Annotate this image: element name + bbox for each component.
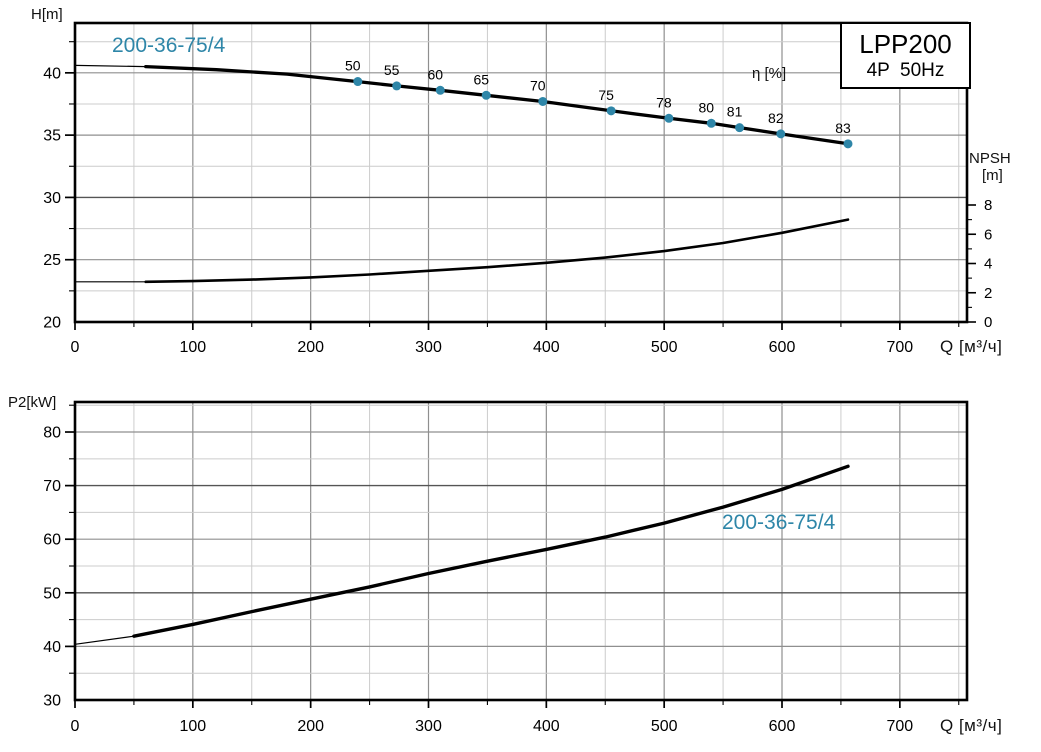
svg-text:6: 6 [984,226,992,243]
efficiency-dot [776,129,786,139]
svg-text:70: 70 [530,77,546,93]
svg-text:50: 50 [43,585,61,602]
efficiency-dot [843,139,853,149]
efficiency-dot [706,118,716,128]
svg-text:300: 300 [415,718,442,735]
bottom-x-axis-title: Q [м³/ч] [940,716,1003,735]
gridlines [75,23,967,322]
efficiency-dot [664,113,674,123]
model-name: LPP200 [859,29,952,59]
curve-npsh [144,218,850,284]
svg-text:600: 600 [769,339,796,356]
x-axis: 0 100 200 300 400 500 600 700 [71,322,960,356]
y-axis: 20 25 30 35 40 [43,41,75,332]
svg-text:4: 4 [984,256,992,273]
svg-text:100: 100 [179,718,206,735]
svg-text:400: 400 [533,718,560,735]
curve-200-36-75-4 [144,64,850,146]
svg-text:2: 2 [984,285,992,302]
efficiency-dot [435,85,445,95]
plot-frame [73,400,969,702]
svg-text:0: 0 [71,718,80,735]
npsh-axis-title: NPSH [969,150,1011,167]
efficiency-dot [481,90,491,100]
top-x-axis-title: Q [м³/ч] [940,337,1003,356]
svg-text:60: 60 [43,532,61,549]
svg-text:40: 40 [43,639,61,656]
efficiency-dot [392,81,402,91]
svg-text:600: 600 [769,718,796,735]
bottom-y-axis-title: P2[kW] [8,394,57,411]
svg-text:75: 75 [598,87,614,103]
svg-text:40: 40 [43,65,61,82]
svg-text:80: 80 [43,425,61,442]
model-spec: 4P 50Hz [866,60,945,81]
npsh-axis-unit: [m] [982,167,1003,184]
svg-text:200: 200 [297,339,324,356]
gridlines [75,402,967,700]
svg-text:70: 70 [43,478,61,495]
svg-text:700: 700 [886,718,913,735]
efficiency-dot [538,96,548,106]
svg-text:81: 81 [727,104,743,120]
svg-text:35: 35 [43,128,61,145]
curve-200-36-75-4 [74,64,147,68]
svg-text:100: 100 [179,339,206,356]
svg-text:500: 500 [651,339,678,356]
svg-text:78: 78 [656,94,672,110]
svg-text:400: 400 [533,339,560,356]
plot-frame [73,21,969,324]
efficiency-dot [353,77,363,87]
svg-text:0: 0 [71,339,80,356]
svg-text:8: 8 [984,197,992,214]
efficiency-dot [606,106,616,116]
curve-200-36-75-4 [74,635,135,645]
svg-text:200: 200 [297,718,324,735]
top-curve-label: 200-36-75/4 [112,34,226,57]
svg-text:300: 300 [415,339,442,356]
svg-text:50: 50 [345,58,361,74]
efficiency-dot [735,123,745,133]
svg-text:30: 30 [43,693,61,710]
bottom-curve-label: 200-36-75/4 [722,511,836,534]
model-title-box: LPP200 4P 50Hz [840,22,971,89]
npsh-axis: 0 2 4 6 8 [967,197,992,331]
svg-text:30: 30 [43,190,61,207]
svg-text:60: 60 [427,66,443,82]
y-axis: 30 40 50 60 70 80 [43,404,75,710]
svg-text:25: 25 [43,252,61,269]
svg-text:0: 0 [984,314,992,331]
svg-text:82: 82 [768,110,784,126]
x-axis: 0 100 200 300 400 500 600 700 [71,700,960,735]
svg-text:700: 700 [886,339,913,356]
svg-text:65: 65 [473,71,489,87]
svg-text:55: 55 [384,62,400,78]
efficiency-axis-label: η [%] [752,65,787,82]
svg-text:80: 80 [699,99,715,115]
curve-200-36-75-4 [132,464,850,638]
svg-text:83: 83 [835,120,851,136]
efficiency-points: 50 55 60 65 70 75 78 80 81 82 83 [345,58,853,149]
bottom-chart: 0 100 200 300 400 500 600 700 30 40 50 60 70 80 [43,400,969,735]
svg-text:500: 500 [651,718,678,735]
svg-text:20: 20 [43,315,61,332]
top-y-axis-title: H[m] [31,6,63,23]
